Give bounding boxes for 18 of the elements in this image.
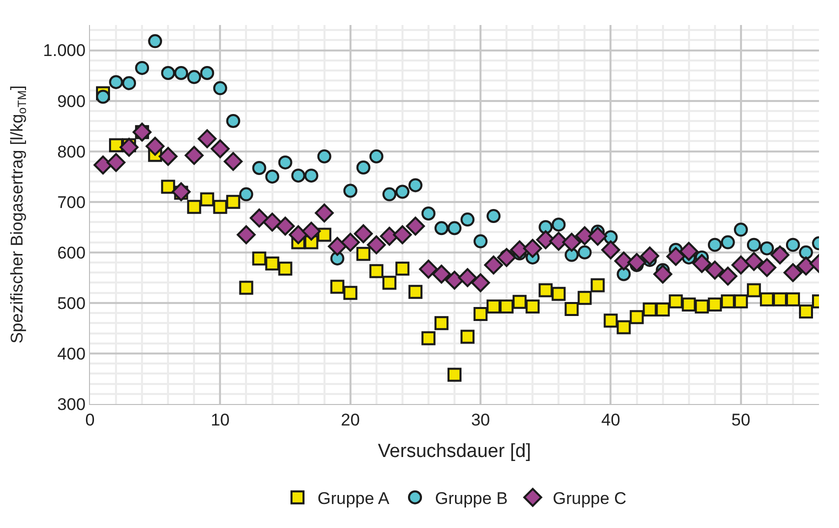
legend-label: Gruppe B [434,488,508,508]
y-tick-label: 600 [57,243,86,262]
y-tick-label: 300 [57,394,86,414]
y-tick-label: 500 [57,294,86,313]
x-tick-label: 0 [85,410,95,430]
x-tick-label: 40 [601,410,620,430]
x-tick-label: 50 [731,410,750,430]
y-tick-label: 1.000 [43,41,86,60]
x-tick-label: 10 [210,410,230,430]
legend-label: Gruppe C [552,488,626,508]
x-axis-title: Versuchsdauer [d] [378,441,532,462]
legend-label: Gruppe A [318,488,390,508]
y-tick-label: 400 [57,344,86,364]
y-tick-label: 700 [57,192,86,212]
x-tick-label: 20 [340,410,360,430]
x-tick-label: 30 [471,410,490,430]
y-tick-label: 900 [57,92,86,111]
y-tick-label: 800 [57,142,86,162]
